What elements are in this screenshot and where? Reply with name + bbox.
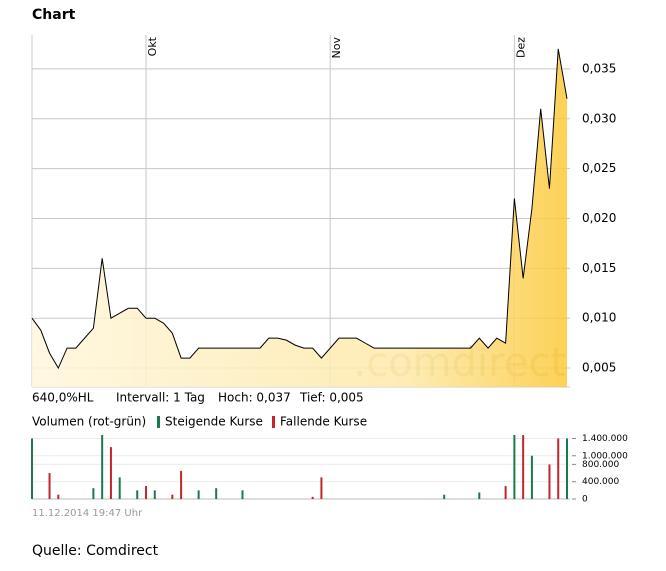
x-tick-label: Dez xyxy=(514,37,527,58)
y-tick-label: 0,035 xyxy=(582,61,616,75)
volume-bar xyxy=(153,490,156,499)
volume-bar xyxy=(566,438,568,499)
legend-label: Steigende Kurse xyxy=(165,415,263,429)
volume-bar xyxy=(136,490,139,499)
y-tick-label: 0,010 xyxy=(582,311,616,325)
info-text: 640,0%HL xyxy=(32,391,94,405)
volume-bar xyxy=(197,490,200,499)
volume-bar xyxy=(171,494,174,499)
volume-bar xyxy=(311,496,314,499)
y-tick-label: 1.400.000 xyxy=(582,434,628,444)
volume-bar xyxy=(530,455,533,499)
volume-bar xyxy=(180,470,183,499)
info-text: Hoch: 0,037 xyxy=(218,391,291,405)
info-text: Tief: 0,005 xyxy=(299,391,364,405)
volume-bar xyxy=(109,447,112,499)
volume-bar xyxy=(320,477,323,499)
legend-title: Volumen (rot-grün) xyxy=(32,415,146,429)
timestamp: 11.12.2014 19:47 Uhr xyxy=(32,508,143,519)
legend-swatch xyxy=(157,416,160,428)
y-tick-label: 0,020 xyxy=(582,211,616,225)
y-tick-label: 0,025 xyxy=(582,161,616,175)
volume-bar xyxy=(241,490,244,499)
volume-bar xyxy=(57,494,60,499)
volume-bar xyxy=(215,488,218,499)
volume-bar xyxy=(443,494,446,499)
volume-bar xyxy=(118,477,121,499)
y-tick-label: 1.000.000 xyxy=(582,451,628,461)
volume-bar xyxy=(513,435,516,499)
legend-label: Fallende Kurse xyxy=(280,415,367,429)
volume-bar xyxy=(145,486,148,499)
y-tick-label: 0 xyxy=(582,495,588,505)
volume-bar xyxy=(548,464,551,499)
volume-bar xyxy=(48,473,51,499)
volume-bar xyxy=(478,492,481,499)
volume-bar xyxy=(522,435,525,499)
y-tick-label: 0,015 xyxy=(582,261,616,275)
legend-swatch xyxy=(272,416,275,428)
volume-bar xyxy=(504,486,507,499)
info-text: Intervall: 1 Tag xyxy=(116,391,205,405)
volume-bar xyxy=(101,435,104,499)
source: Quelle: Comdirect xyxy=(32,543,159,559)
price-chart: 0,005 0,010 0,015 0,020 0,025 0,030 0,035 Okt No… xyxy=(31,35,616,405)
y-tick-label: 0,005 xyxy=(582,361,616,375)
y-tick-label: 0,030 xyxy=(582,111,616,125)
x-tick-label: Nov xyxy=(330,37,343,59)
price-line xyxy=(31,48,568,370)
price-area xyxy=(32,48,567,388)
y-tick-label: 800.000 xyxy=(582,460,619,470)
x-tick-label: Okt xyxy=(146,36,159,56)
volume-bar xyxy=(557,438,560,499)
volume-chart: Volumen (rot-grün) Steigende Kurse Fallend… xyxy=(31,415,628,505)
volume-bar xyxy=(92,488,95,499)
chart-title: Chart xyxy=(32,7,76,23)
y-tick-label: 400.000 xyxy=(582,477,619,487)
volume-bar xyxy=(31,438,33,499)
